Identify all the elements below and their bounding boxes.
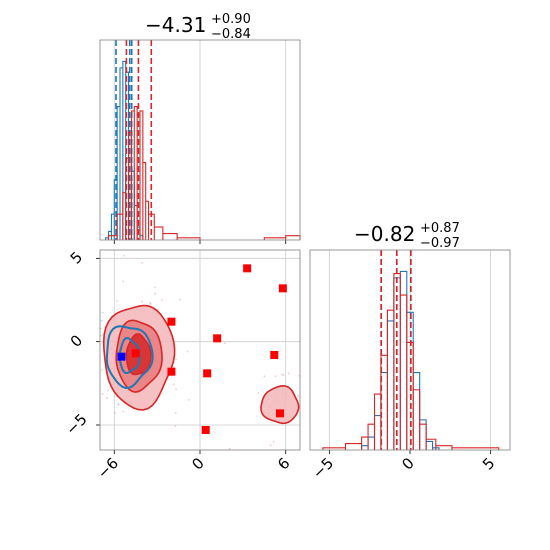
red-sample-dot	[223, 342, 226, 345]
red-square-marker	[201, 426, 210, 434]
red-sample-dot	[117, 403, 120, 406]
red-square-marker	[213, 334, 222, 343]
red-sample-dot	[149, 303, 152, 306]
title-param1: −4.31 +0.90 −0.84	[145, 12, 251, 42]
red-sample-dot	[263, 375, 266, 378]
param2-tick-label-x: 5	[479, 454, 498, 473]
red-sample-dot	[161, 299, 164, 301]
red-sample-dot	[172, 383, 175, 386]
param2-tick-label-x: 0	[398, 454, 417, 473]
title-param2-value: −0.82	[354, 222, 415, 246]
red-sample-dot	[178, 298, 181, 301]
red-square-marker	[167, 317, 176, 326]
blue-sample-dot	[100, 319, 103, 322]
panel-2d-scatter: −6 0 6 5 0 −5	[62, 248, 301, 482]
title-param1-plus: +0.90	[211, 12, 251, 27]
red-sample-dot	[297, 395, 299, 397]
red-square-marker	[270, 351, 279, 359]
red-contour-outer	[260, 384, 300, 425]
title-param1-value: −4.31	[145, 13, 206, 37]
red-sample-dot	[257, 392, 260, 394]
panel-param2-histogram: −5 0 5	[309, 249, 511, 482]
scatter-tick-label-x: 0	[188, 454, 207, 473]
panel-param1-histogram	[99, 39, 301, 244]
blue-sample-dot	[117, 403, 120, 406]
scatter-tick-label-y: 0	[67, 331, 86, 350]
red-square-marker	[203, 369, 212, 378]
blue-sample-dot	[100, 368, 103, 371]
title-param2-plus: +0.87	[420, 221, 460, 236]
red-sample-dot	[149, 302, 152, 304]
title-param2: −0.82 +0.87 −0.97	[354, 221, 460, 251]
scatter-tick-label-x: 6	[274, 454, 293, 473]
red-sample-dot	[140, 261, 143, 264]
red-sample-dot	[122, 410, 125, 413]
title-param2-minus: −0.97	[420, 236, 460, 251]
title-param1-minus: −0.84	[211, 27, 251, 42]
red-sample-dot	[228, 447, 231, 450]
red-sample-dot	[89, 319, 91, 321]
red-sample-dot	[157, 308, 160, 311]
red-sample-dot	[141, 300, 144, 303]
param1-frame	[99, 39, 301, 241]
red-sample-dot	[114, 412, 116, 414]
red-sample-dot	[92, 399, 94, 401]
scatter-frame	[99, 249, 301, 451]
param2-red-histogram	[322, 273, 500, 450]
red-sample-dot	[153, 286, 156, 289]
red-sample-dot	[274, 375, 277, 378]
red-sample-dot	[272, 440, 275, 443]
red-sample-dot	[116, 300, 118, 302]
blue-square-marker	[117, 352, 126, 361]
red-sample-dot	[122, 280, 125, 283]
red-sample-dot	[154, 292, 157, 295]
blue-contour-outer	[105, 325, 154, 389]
red-sample-dot	[106, 397, 109, 400]
red-sample-dot	[107, 389, 109, 392]
red-sample-dot	[101, 393, 104, 395]
red-sample-dot	[175, 388, 178, 391]
red-sample-dot	[187, 399, 190, 401]
red-sample-dot	[269, 444, 272, 447]
red-square-marker	[167, 367, 176, 376]
red-sample-dot	[281, 373, 283, 376]
scatter-body	[83, 254, 300, 450]
red-sample-dot	[122, 254, 125, 257]
red-sample-dot	[186, 350, 189, 353]
red-sample-dot	[174, 425, 177, 428]
scatter-tick-label-y: 5	[67, 248, 86, 267]
red-sample-dot	[174, 411, 177, 414]
scatter-tick-label-y: −5	[62, 410, 90, 438]
red-square-marker	[278, 284, 287, 293]
red-sample-dot	[287, 372, 290, 375]
red-sample-dot	[282, 374, 285, 377]
blue-sample-dot	[101, 311, 104, 314]
param2-tick-label-x: −5	[309, 454, 337, 482]
red-sample-dot	[83, 375, 85, 377]
red-sample-dot	[175, 358, 177, 361]
red-square-marker	[276, 409, 284, 418]
red-square-marker	[131, 349, 140, 358]
param2-frame	[309, 249, 511, 451]
red-square-marker	[243, 264, 252, 273]
scatter-tick-label-x: −6	[94, 454, 122, 482]
param1-red-histogram	[108, 106, 301, 240]
